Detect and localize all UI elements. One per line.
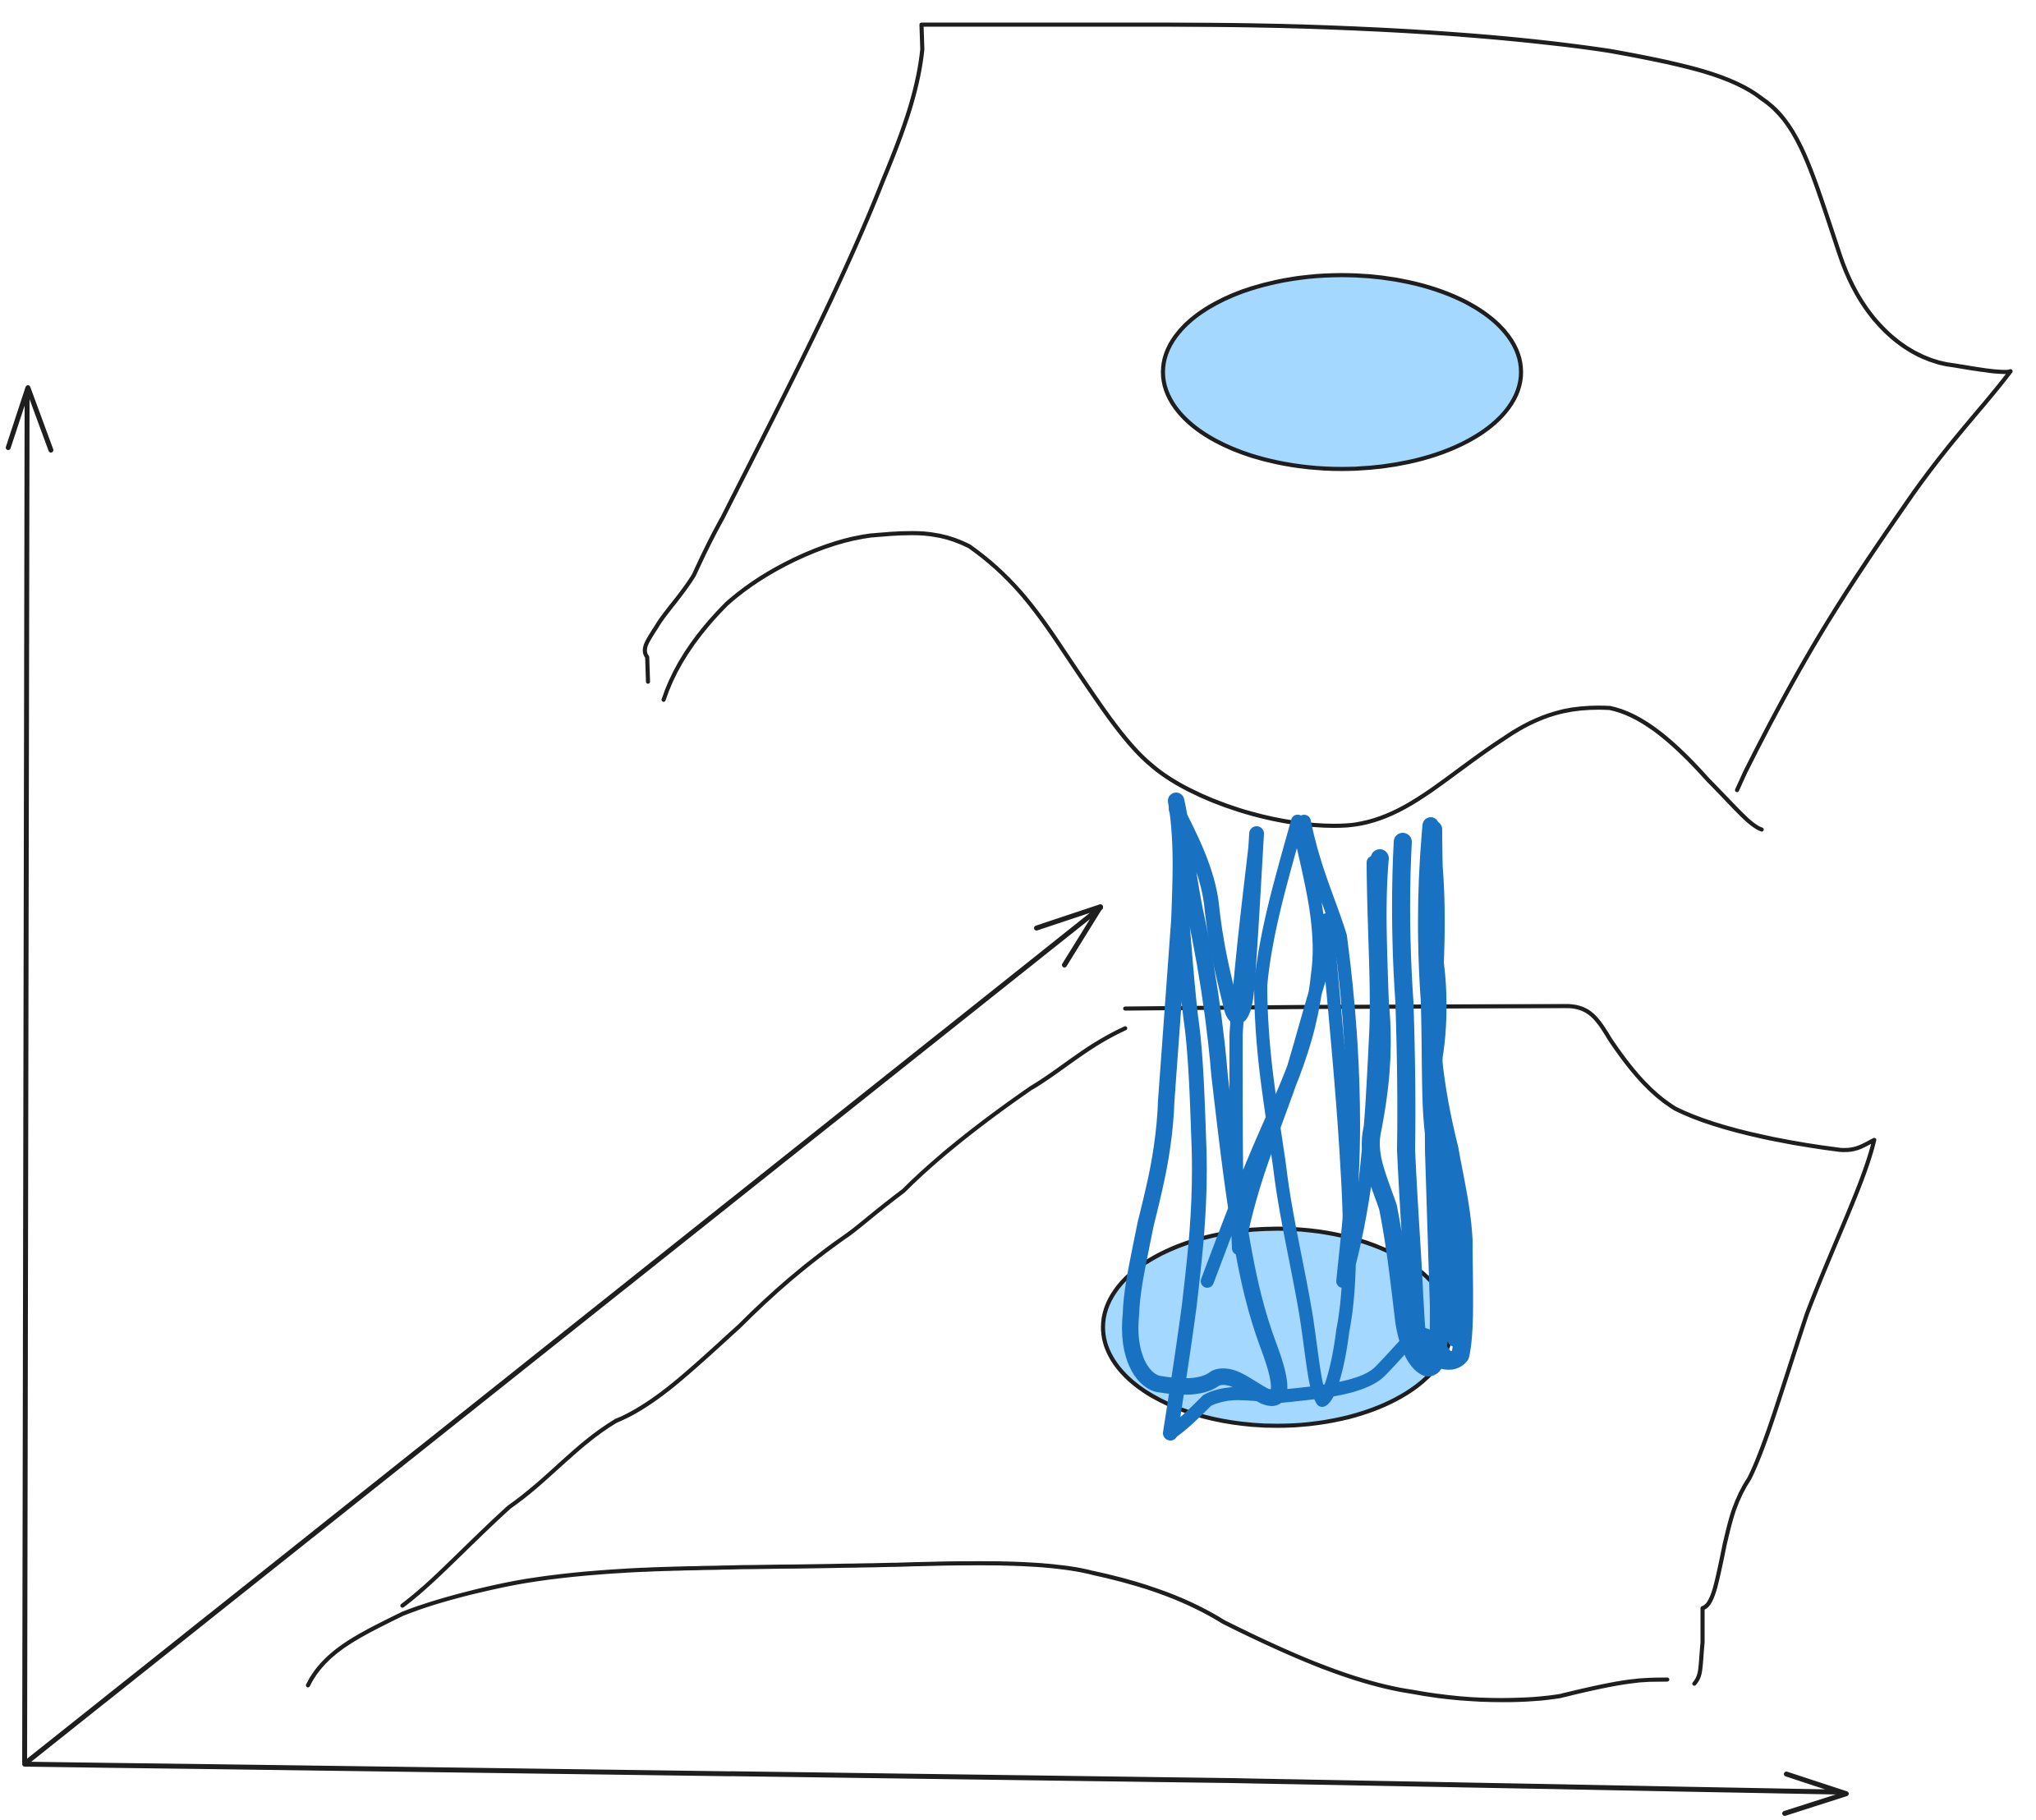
upper-sheet-back-edge [920,22,2013,375]
horizontal-axis-arrow [22,1762,1842,1795]
upper-blue-ellipse [1160,273,1524,471]
lower-sheet-left-edge [400,1026,1128,1608]
upper-sheet-right-edge [1735,369,2013,793]
scribble-stroke-10 [1164,1327,1452,1440]
blue-scribble-tunnel [1122,793,1473,1441]
diagonal-axis-arrow [24,905,1103,1765]
lower-sheet-right-edge [1692,1138,1877,1686]
scribble-stroke-1 [1122,793,1288,1406]
scribble-stroke-3 [1229,815,1326,1255]
upper-sheet-front-edge [661,531,1764,832]
upper-sheet [642,22,2013,832]
scribble-stroke-9 [1163,904,1207,1441]
lower-sheet [306,1004,1877,1703]
lower-sheet-front-edge [306,1560,1670,1703]
axes-group [6,385,1849,1816]
horizontal-axis-arrowhead [1782,1772,1849,1816]
lower-sheet-back-edge [1123,1004,1877,1152]
diagonal-axis-arrowhead [1034,904,1103,967]
scribble-stroke-8 [1418,817,1464,1347]
vertical-axis-arrowhead [6,385,53,453]
upper-sheet-outline [642,22,925,684]
scribble-stroke-11 [1201,958,1331,1288]
vertical-axis-arrow [22,388,30,1765]
